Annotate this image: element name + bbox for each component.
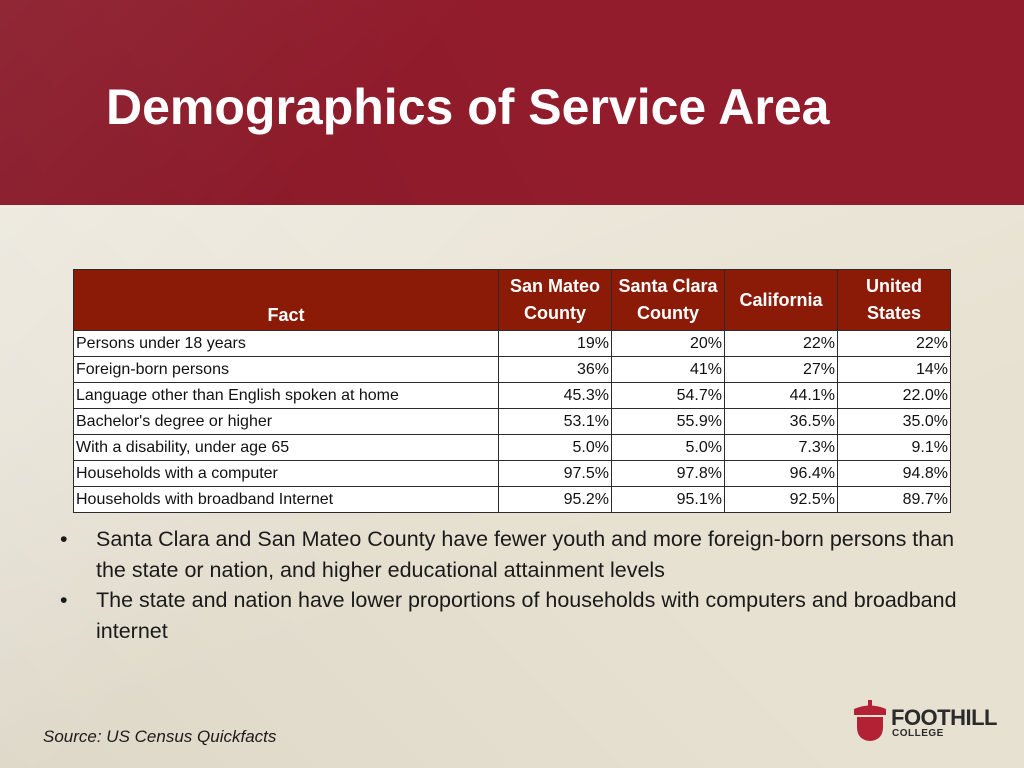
column-header-santa-clara: Santa Clara County xyxy=(611,269,725,331)
value-cell: 19% xyxy=(498,330,612,357)
logo-subtext: COLLEGE xyxy=(892,728,944,739)
value-cell: 89.7% xyxy=(837,486,951,513)
header-line: San Mateo xyxy=(509,276,601,296)
value-cell: 44.1% xyxy=(724,382,838,409)
logo-wordmark: FOOTHILL xyxy=(891,705,997,730)
fact-cell: Foreign-born persons xyxy=(73,356,499,383)
value-cell: 22% xyxy=(724,330,838,357)
value-cell: 22.0% xyxy=(837,382,951,409)
table-row: Foreign-born persons 36% 41% 27% 14% xyxy=(73,356,951,383)
value-cell: 53.1% xyxy=(498,408,612,435)
value-cell: 95.2% xyxy=(498,486,612,513)
bullet-text: Santa Clara and San Mateo County have fe… xyxy=(96,527,955,582)
fact-cell: With a disability, under age 65 xyxy=(73,434,499,461)
value-cell: 7.3% xyxy=(724,434,838,461)
column-header-fact: Fact xyxy=(73,269,499,331)
header-line: Santa Clara xyxy=(618,276,718,296)
value-cell: 41% xyxy=(611,356,725,383)
value-cell: 9.1% xyxy=(837,434,951,461)
value-cell: 95.1% xyxy=(611,486,725,513)
bullet-item: • Santa Clara and San Mateo County have … xyxy=(60,524,960,585)
header-line: United xyxy=(866,276,922,296)
header-line: States xyxy=(866,303,922,323)
bullet-item: • The state and nation have lower propor… xyxy=(60,585,960,646)
value-cell: 97.8% xyxy=(611,460,725,487)
fact-cell: Bachelor's degree or higher xyxy=(73,408,499,435)
value-cell: 27% xyxy=(724,356,838,383)
value-cell: 92.5% xyxy=(724,486,838,513)
value-cell: 36.5% xyxy=(724,408,838,435)
fact-cell: Language other than English spoken at ho… xyxy=(73,382,499,409)
header-line: California xyxy=(739,289,823,310)
value-cell: 35.0% xyxy=(837,408,951,435)
value-cell: 20% xyxy=(611,330,725,357)
table-row: Bachelor's degree or higher 53.1% 55.9% … xyxy=(73,408,951,435)
acorn-icon xyxy=(854,700,886,741)
bullet-list: • Santa Clara and San Mateo County have … xyxy=(60,524,960,646)
value-cell: 36% xyxy=(498,356,612,383)
value-cell: 5.0% xyxy=(611,434,725,461)
page-title: Demographics of Service Area xyxy=(106,79,830,135)
table-row: Persons under 18 years 19% 20% 22% 22% xyxy=(73,330,951,357)
value-cell: 45.3% xyxy=(498,382,612,409)
value-cell: 97.5% xyxy=(498,460,612,487)
table-row: Households with a computer 97.5% 97.8% 9… xyxy=(73,460,951,487)
value-cell: 54.7% xyxy=(611,382,725,409)
bullet-marker: • xyxy=(60,527,68,551)
value-cell: 5.0% xyxy=(498,434,612,461)
table-row: Language other than English spoken at ho… xyxy=(73,382,951,409)
table-row: Households with broadband Internet 95.2%… xyxy=(73,486,951,513)
column-header-california: California xyxy=(724,269,838,331)
header-line: County xyxy=(524,303,586,323)
fact-cell: Persons under 18 years xyxy=(73,330,499,357)
demographics-table: Fact San Mateo County Santa Clara County… xyxy=(73,269,951,513)
table-row: With a disability, under age 65 5.0% 5.0… xyxy=(73,434,951,461)
fact-cell: Households with broadband Internet xyxy=(73,486,499,513)
foothill-college-logo: FOOTHILL COLLEGE xyxy=(853,700,1003,744)
title-band: Demographics of Service Area xyxy=(0,0,1024,205)
bullet-marker: • xyxy=(60,588,68,612)
table-header-row: Fact San Mateo County Santa Clara County… xyxy=(73,269,951,331)
value-cell: 94.8% xyxy=(837,460,951,487)
value-cell: 14% xyxy=(837,356,951,383)
bullet-text: The state and nation have lower proporti… xyxy=(96,588,957,643)
header-line: County xyxy=(637,303,699,323)
value-cell: 22% xyxy=(837,330,951,357)
column-header-san-mateo: San Mateo County xyxy=(498,269,612,331)
value-cell: 55.9% xyxy=(611,408,725,435)
column-header-united-states: United States xyxy=(837,269,951,331)
fact-cell: Households with a computer xyxy=(73,460,499,487)
source-citation: Source: US Census Quickfacts xyxy=(43,727,277,746)
value-cell: 96.4% xyxy=(724,460,838,487)
